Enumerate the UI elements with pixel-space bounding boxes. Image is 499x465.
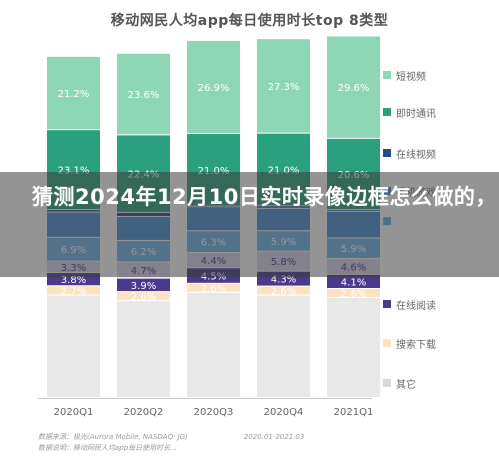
data-label: 4.3% [271,275,296,286]
x-tick-label: 2021Q1 [334,407,374,418]
x-tick-label: 2020Q1 [54,407,94,418]
legend-label: 其它 [396,379,416,391]
bar-segment [187,292,240,397]
chart-source-note: 数据来源：极光(Aurora Mobile, NASDAQ: JG) 2020.… [38,432,304,454]
legend-swatch [383,108,391,116]
legend-label: 即时通讯 [396,108,436,120]
legend-item: 短视频 [383,68,426,83]
x-tick-label: 2020Q3 [194,407,234,418]
legend-swatch [383,339,391,347]
data-label: 21.0% [268,165,300,176]
data-label: 21.0% [198,166,230,177]
legend-item: 在线视频 [383,146,436,161]
bar-segment [117,301,170,397]
overlay-banner: 猜测2024年12月10日实时录像边框怎么做的，揭秘未来科 [0,172,499,277]
bar-segment [117,292,170,301]
data-label: 2.6% [201,284,226,295]
legend-item: 在线阅读 [383,297,436,312]
bar-segment [117,278,170,292]
bar-segment [117,53,170,135]
legend-swatch [383,300,391,308]
legend-item: 其它 [383,376,416,391]
legend-label: 搜索下载 [396,339,436,351]
data-label: 23.1% [58,166,90,177]
data-label: 4.1% [341,277,366,288]
bar-segment [187,283,240,292]
data-label: 26.9% [198,83,230,94]
data-label: 23.6% [128,90,160,101]
banner-title: 猜测2024年12月10日实时录像边框怎么做的，揭秘未来科 [32,185,492,209]
x-tick-label: 2020Q2 [124,407,164,418]
bar-segment [257,39,310,133]
data-label: 3.9% [131,281,156,292]
data-label: 27.3% [268,82,300,93]
legend-swatch [383,71,391,79]
source-line-2: 数据说明：移动网民人均app每日使用时长... [38,444,177,452]
legend-label: 在线视频 [396,149,436,161]
bar-segment [257,286,310,295]
bar-segment [47,56,100,130]
data-label: 29.6% [338,83,370,94]
data-label: 21.2% [58,89,90,100]
chart-title: 移动网民人均app每日使用时长top 8类型 [110,13,389,29]
bar-segment [327,298,380,397]
bar-segment [327,289,380,298]
legend-label: 短视频 [396,71,426,83]
bar-segment [327,274,380,289]
data-label: 3.8% [61,275,86,286]
bar-segment [327,36,380,138]
legend-swatch [383,379,391,387]
x-tick-label: 2020Q4 [264,407,304,418]
legend-label: 在线阅读 [396,300,436,312]
bar-segment [47,295,100,397]
bar-segment [257,295,310,397]
data-label: 2.6% [131,292,156,303]
bar-segment [47,286,100,295]
legend-swatch [383,149,391,157]
data-label: 2.6% [271,287,296,298]
legend-item: 搜索下载 [383,336,436,351]
data-label: 2.7% [61,286,86,297]
bar-segment [187,40,240,134]
data-label: 4.5% [201,272,226,283]
data-label: 2.6% [341,289,366,300]
source-line-1: 数据来源：极光(Aurora Mobile, NASDAQ: JG) 2020.… [38,433,305,441]
legend-item: 即时通讯 [383,105,436,120]
